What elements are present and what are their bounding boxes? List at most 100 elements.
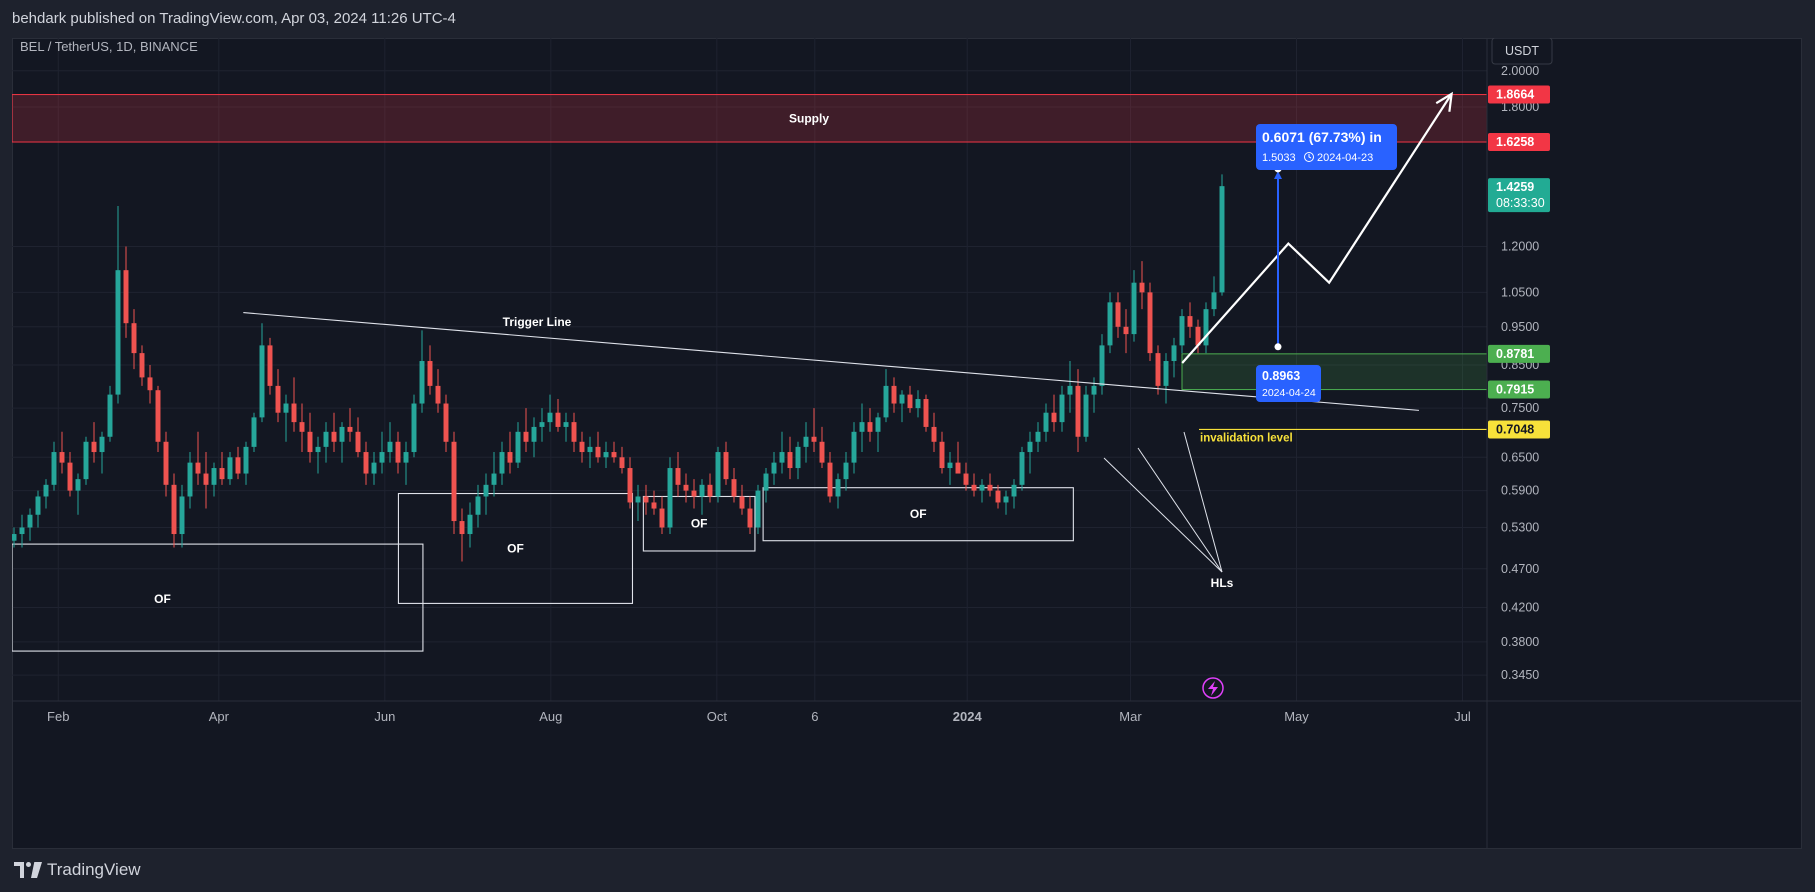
candle-body — [675, 468, 681, 485]
of-box — [762, 487, 1074, 542]
candle-body — [27, 514, 33, 528]
candle-body — [283, 403, 289, 413]
candle-body — [227, 457, 233, 480]
candle-body — [267, 345, 273, 386]
price-badge-value: 1.4259 — [1496, 180, 1534, 194]
candle-body — [619, 457, 625, 469]
candle-body — [1203, 309, 1209, 346]
candle-body — [75, 479, 81, 491]
candle-body — [683, 484, 689, 491]
candle-body — [987, 484, 993, 491]
candle-body — [1083, 394, 1089, 437]
candle-body — [355, 431, 361, 453]
x-tick-label: Mar — [1119, 709, 1142, 724]
trigger-line — [243, 312, 1420, 411]
candle-body — [459, 521, 465, 535]
candle-body — [291, 403, 297, 423]
candle-body — [59, 452, 65, 463]
candle-body — [1147, 292, 1153, 354]
candle-body — [867, 422, 873, 432]
measure-start-date: 2024-04-24 — [1262, 387, 1316, 399]
candle-body — [427, 361, 433, 386]
projection-arrowhead — [1435, 91, 1453, 112]
invalidation-label: invalidation level — [1200, 432, 1293, 444]
projection-path — [1181, 93, 1453, 364]
x-tick-label: Apr — [209, 709, 230, 724]
candle-body — [739, 496, 745, 509]
y-tick-label: 0.6500 — [1501, 450, 1539, 464]
candle-body — [563, 422, 569, 427]
candle-body — [387, 441, 393, 453]
candle-body — [915, 399, 921, 409]
candle-body — [971, 484, 977, 491]
candle-body — [699, 484, 705, 497]
candles — [12, 174, 1225, 562]
trigger-line-label: Trigger Line — [503, 315, 572, 329]
candle-body — [691, 490, 697, 497]
candle-body — [923, 399, 929, 427]
candle-body — [43, 484, 49, 497]
candle-body — [1115, 302, 1121, 327]
candle-body — [1155, 353, 1161, 386]
candle-body — [1011, 484, 1017, 497]
demand-zone — [1181, 353, 1488, 391]
candle-body — [539, 422, 545, 427]
price-badge-value: 0.7915 — [1496, 383, 1534, 397]
x-tick-label: 2024 — [953, 709, 983, 724]
candle-body — [587, 446, 593, 453]
candle-body — [83, 441, 89, 480]
candle-body — [747, 508, 753, 528]
price-badge — [1488, 133, 1550, 152]
candle-body — [1219, 186, 1225, 293]
candle-body — [819, 441, 825, 463]
candle-body — [1019, 452, 1025, 485]
candle-body — [1107, 302, 1113, 346]
candle-body — [1003, 496, 1009, 503]
candle-body — [1027, 441, 1033, 453]
candle-body — [1131, 282, 1137, 335]
candle-body — [483, 484, 489, 497]
candle-body — [635, 496, 641, 503]
y-tick-label: 0.5300 — [1501, 520, 1539, 534]
flash-icon-bolt — [1208, 681, 1218, 696]
candle-body — [659, 508, 665, 528]
y-tick-label: 0.4200 — [1501, 600, 1539, 614]
zones: Supply invalidation level — [12, 94, 1488, 652]
candle-body — [707, 484, 713, 497]
candle-body — [1059, 394, 1065, 423]
candle-body — [667, 468, 673, 528]
candle-body — [211, 468, 217, 485]
candle-body — [803, 436, 809, 447]
axes: USDT2.00001.80001.20001.05000.95000.8500… — [12, 38, 1802, 849]
candle-body — [1187, 316, 1193, 327]
candle-body — [579, 441, 585, 453]
candle-body — [875, 417, 881, 432]
candle-body — [651, 502, 657, 509]
candle-body — [379, 452, 385, 463]
candle-body — [403, 452, 409, 463]
candle-body — [531, 426, 537, 442]
candle-body — [275, 385, 281, 413]
measure-result-date: 2024-04-23 — [1317, 152, 1373, 164]
candle-body — [299, 422, 305, 432]
x-tick-label: Feb — [47, 709, 69, 724]
candle-body — [99, 436, 105, 453]
hl-pointer-line — [1183, 431, 1223, 573]
candle-body — [147, 377, 153, 391]
candle-body — [395, 441, 401, 463]
symbol-label: BEL / TetherUS, 1D, BINANCE — [20, 39, 198, 54]
publisher-info: behdark published on TradingView.com, Ap… — [12, 10, 456, 27]
candle-body — [547, 412, 553, 423]
tradingview-brand[interactable]: TradingView — [14, 860, 141, 880]
candle-body — [723, 452, 729, 480]
price-badge — [1488, 420, 1550, 439]
candle-body — [259, 345, 265, 418]
brand-name: TradingView — [47, 860, 141, 879]
candle-body — [451, 441, 457, 522]
price-badge — [1488, 178, 1550, 213]
candle-body — [779, 452, 785, 463]
measure-start-dot — [1274, 343, 1282, 351]
candle-body — [1171, 345, 1177, 362]
candle-body — [883, 385, 889, 418]
